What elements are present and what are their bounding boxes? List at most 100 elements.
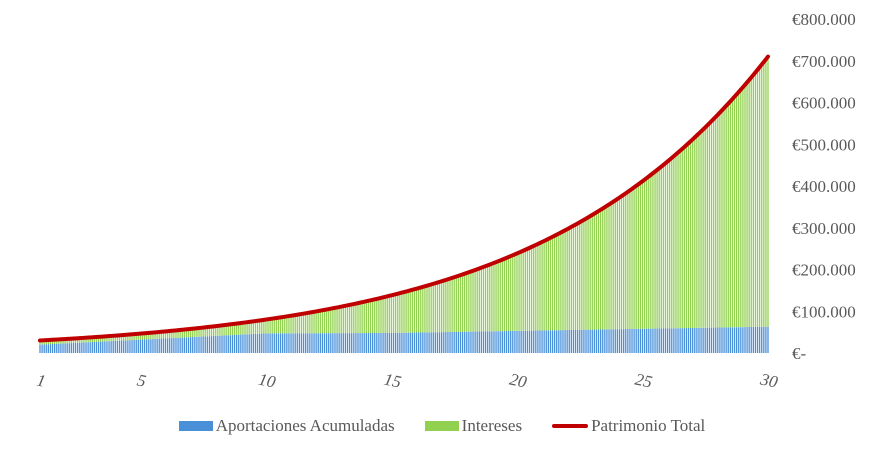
bar-aportaciones <box>459 331 462 353</box>
y-tick-label: €500.000 <box>792 135 856 154</box>
bar-aportaciones <box>478 331 480 353</box>
bar-intereses <box>767 56 769 327</box>
bar-intereses <box>685 145 688 329</box>
bar-intereses <box>296 314 298 334</box>
y-tick-label: €100.000 <box>792 302 856 321</box>
bar-aportaciones <box>131 340 133 353</box>
bar-aportaciones <box>43 344 45 353</box>
bar-intereses <box>60 339 62 344</box>
x-tick-label: 30 <box>758 369 780 391</box>
bar-aportaciones <box>369 333 372 353</box>
bar-aportaciones <box>434 332 437 353</box>
bar-aportaciones <box>300 333 303 353</box>
bar-aportaciones <box>593 329 596 353</box>
bar-intereses <box>353 304 355 334</box>
bar-aportaciones <box>150 339 152 353</box>
bar-intereses <box>543 240 545 331</box>
bar-intereses <box>489 264 491 332</box>
bar-aportaciones <box>447 332 449 353</box>
bar-intereses <box>328 309 330 334</box>
legend-swatch-patrimonio <box>552 424 589 428</box>
series-line-patrimonio-total <box>38 54 770 343</box>
bar-aportaciones <box>54 343 56 353</box>
legend-label-patrimonio: Patrimonio Total <box>591 416 706 435</box>
bar-aportaciones <box>185 337 188 353</box>
bar-intereses <box>604 207 606 330</box>
bar-intereses <box>482 266 485 332</box>
bar-aportaciones <box>192 337 194 353</box>
bar-intereses <box>648 176 650 329</box>
bar-intereses <box>522 250 524 331</box>
bar-aportaciones <box>302 333 305 353</box>
bar-aportaciones <box>533 330 535 353</box>
bar-intereses <box>453 277 455 332</box>
bar-intereses <box>610 203 612 330</box>
bar-aportaciones <box>204 336 206 353</box>
bar-intereses <box>394 294 397 333</box>
bar-intereses <box>223 325 225 336</box>
bar-aportaciones <box>116 340 119 353</box>
bar-intereses <box>158 331 160 339</box>
bar-aportaciones <box>683 328 685 353</box>
legend-label-aportaciones: Aportaciones Acumuladas <box>215 416 395 435</box>
bar-aportaciones <box>171 338 173 353</box>
bar-intereses <box>409 290 411 333</box>
bar-aportaciones <box>581 329 583 353</box>
bar-intereses <box>309 312 311 334</box>
bar-aportaciones <box>405 332 407 353</box>
bar-aportaciones <box>635 328 637 353</box>
bar-aportaciones <box>761 326 763 353</box>
bar-intereses <box>756 69 759 327</box>
bar-intereses <box>468 272 470 332</box>
bar-intereses <box>692 139 694 328</box>
bar-intereses <box>56 339 58 344</box>
bar-aportaciones <box>721 327 723 353</box>
bar-intereses <box>721 110 723 328</box>
bar-intereses <box>330 308 332 334</box>
bar-intereses <box>194 328 196 337</box>
bar-intereses <box>357 303 359 334</box>
bar-intereses <box>355 303 357 334</box>
bar-intereses <box>401 292 403 333</box>
bar-intereses <box>447 279 449 333</box>
bar-aportaciones <box>556 330 558 353</box>
bar-aportaciones <box>206 336 209 353</box>
bar-aportaciones <box>620 329 623 353</box>
bar-aportaciones <box>100 341 102 353</box>
bar-aportaciones <box>187 337 190 353</box>
bar-aportaciones <box>374 333 376 353</box>
bar-intereses <box>162 331 165 339</box>
bar-aportaciones <box>250 334 252 353</box>
bar-intereses <box>618 197 621 330</box>
bar-intereses <box>363 301 365 334</box>
bar-aportaciones <box>328 333 330 353</box>
bar-aportaciones <box>353 333 355 353</box>
bar-aportaciones <box>93 341 96 353</box>
bar-aportaciones <box>263 333 265 353</box>
bar-aportaciones <box>359 333 361 353</box>
x-tick-label: 20 <box>508 370 529 392</box>
bar-aportaciones <box>472 331 474 353</box>
bar-aportaciones <box>248 334 250 353</box>
y-tick-label: €800.000 <box>792 10 856 29</box>
bar-intereses <box>202 327 204 337</box>
bar-intereses <box>286 316 288 334</box>
bar-intereses <box>694 137 696 328</box>
bar-aportaciones <box>738 327 740 353</box>
bar-intereses <box>125 334 127 341</box>
bar-aportaciones <box>589 329 591 353</box>
bar-aportaciones <box>727 327 729 353</box>
bar-aportaciones <box>428 332 430 353</box>
bar-intereses <box>595 212 598 330</box>
bar-intereses <box>480 267 483 332</box>
x-tick-label: 25 <box>633 370 654 392</box>
bar-intereses <box>646 178 648 329</box>
bar-aportaciones <box>493 331 495 353</box>
bar-aportaciones <box>497 331 499 353</box>
x-tick-label: 5 <box>135 370 147 390</box>
bar-intereses <box>89 337 91 343</box>
bar-intereses <box>405 291 407 333</box>
bar-intereses <box>371 299 374 334</box>
bar-intereses <box>418 288 420 333</box>
x-tick-label: 10 <box>257 370 278 392</box>
